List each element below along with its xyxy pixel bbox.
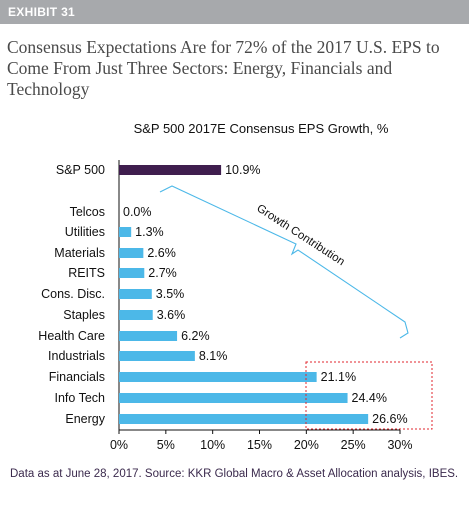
exhibit-label: EXHIBIT 31 — [8, 5, 76, 19]
value-label-financials: 21.1% — [321, 370, 356, 384]
value-label-telcos: 0.0% — [123, 205, 152, 219]
bar-reits — [119, 268, 145, 278]
bar-materials — [119, 248, 144, 258]
bar-health-care — [119, 331, 178, 341]
bar-staples — [119, 310, 153, 320]
highlight-box — [305, 361, 433, 430]
category-label-health-care: Health Care — [38, 329, 105, 343]
exhibit-header-bar: EXHIBIT 31 — [0, 0, 469, 24]
category-label-s-p-500: S&P 500 — [56, 163, 105, 177]
x-tick-label-15: 15% — [247, 438, 272, 452]
chart-title: S&P 500 2017E Consensus EPS Growth, % — [134, 121, 389, 136]
value-label-energy: 26.6% — [372, 412, 407, 426]
bar-chart: S&P 500 2017E Consensus EPS Growth, % S&… — [38, 121, 433, 452]
value-label-materials: 2.6% — [147, 246, 176, 260]
category-label-materials: Materials — [54, 246, 105, 260]
x-tick-label-10: 10% — [200, 438, 225, 452]
category-label-industrials: Industrials — [48, 349, 105, 363]
bar-energy — [119, 414, 369, 424]
category-label-energy: Energy — [65, 412, 105, 426]
category-label-utilities: Utilities — [65, 225, 105, 239]
value-label-cons-disc: 3.5% — [156, 287, 185, 301]
axis-layer: S&P 500 Telcos Utilities Materials REITS Cons… — [38, 160, 413, 452]
x-tick-label-20: 20% — [294, 438, 319, 452]
category-label-financials: Financials — [49, 370, 105, 384]
value-label-info-tech: 24.4% — [352, 391, 387, 405]
x-tick-label-5: 5% — [157, 438, 175, 452]
value-label-health-care: 6.2% — [181, 329, 210, 343]
category-label-staples: Staples — [63, 308, 105, 322]
growth-contribution-bracket — [159, 185, 409, 339]
annotation-layer: Growth Contribution — [159, 185, 433, 430]
bars-layer: 10.9% 0.0% 1.3% 2.6% 2.7% 3.5% 3.6% 6.2% 8.1% 21.… — [119, 163, 408, 426]
headline: Consensus Expectations Are for 72% of th… — [7, 37, 440, 99]
value-label-reits: 2.7% — [148, 266, 177, 280]
x-tick-label-25: 25% — [341, 438, 366, 452]
category-label-cons-disc: Cons. Disc. — [41, 287, 105, 301]
x-tick-label-0: 0% — [110, 438, 128, 452]
bar-cons-disc — [119, 289, 152, 299]
value-label-staples: 3.6% — [157, 308, 186, 322]
bar-utilities — [119, 227, 132, 237]
category-label-telcos: Telcos — [70, 205, 105, 219]
value-label-s-p-500: 10.9% — [225, 163, 260, 177]
category-label-info-tech: Info Tech — [54, 391, 105, 405]
bar-financials — [119, 372, 317, 382]
value-label-utilities: 1.3% — [135, 225, 164, 239]
x-tick-label-30: 30% — [387, 438, 412, 452]
category-label-reits: REITS — [68, 266, 105, 280]
value-label-industrials: 8.1% — [199, 349, 228, 363]
bar-s-p-500 — [119, 165, 222, 175]
growth-contribution-label: Growth Contribution — [254, 202, 346, 268]
bar-industrials — [119, 351, 195, 361]
footnote: Data as at June 28, 2017. Source: KKR Gl… — [10, 468, 459, 480]
bar-info-tech — [119, 393, 348, 403]
